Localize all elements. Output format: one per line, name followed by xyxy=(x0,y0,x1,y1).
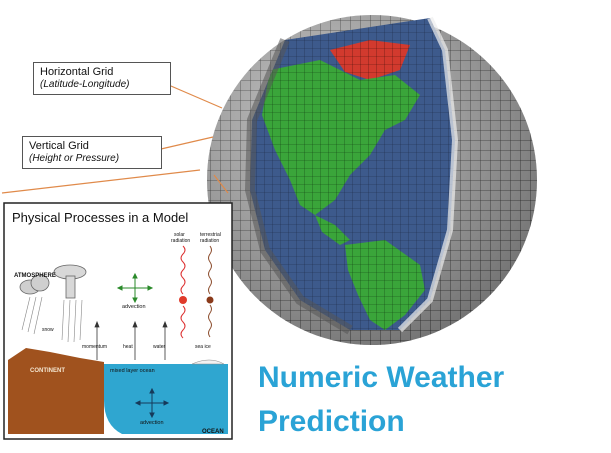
inset-leader-right xyxy=(213,174,229,194)
water-label: water xyxy=(153,344,166,350)
headline-line-1: Numeric Weather xyxy=(258,361,505,394)
cutaway-edge-left xyxy=(244,38,353,335)
surface-flux-arrows xyxy=(94,320,168,360)
terrestrial-label-2: radiation xyxy=(200,238,219,244)
mixed-layer-label: mixed layer ocean xyxy=(110,368,155,374)
terrestrial-radiation-wave xyxy=(208,245,212,295)
horizontal-grid-callout: Horizontal Grid (Latitude-Longitude) xyxy=(33,62,171,95)
solar-radiation-wave xyxy=(180,245,186,295)
vertical-grid-subtitle: (Height or Pressure) xyxy=(29,153,120,164)
solar-label-2: radiation xyxy=(171,238,190,244)
inset-leader-top xyxy=(1,169,201,194)
horizontal-grid-title: Horizontal Grid xyxy=(40,66,114,78)
snow-label: snow xyxy=(42,327,54,333)
sea-ice-shape xyxy=(191,359,225,365)
heat-label: heat xyxy=(123,344,133,350)
north-america xyxy=(262,60,420,215)
central-america xyxy=(315,215,350,245)
terrestrial-label-1: terrestrial xyxy=(200,232,221,238)
solar-sun-icon xyxy=(179,296,187,304)
cutaway-edge-right xyxy=(397,16,459,333)
ocean-advection-label: advection xyxy=(140,420,164,426)
continent-block xyxy=(8,348,104,434)
air-advection-arrows xyxy=(116,272,154,304)
continent-label: CONTINENT xyxy=(30,368,65,374)
physical-processes-inset: Physical Processes in a Model ATMOSPHERE… xyxy=(3,202,233,440)
thunderstorm-icon xyxy=(53,264,87,299)
vertical-grid-title: Vertical Grid xyxy=(29,140,89,152)
south-america xyxy=(345,240,425,330)
precipitation-icon xyxy=(21,296,83,343)
globe xyxy=(207,15,537,345)
ocean-advection-arrows xyxy=(134,387,170,419)
cloud-icon xyxy=(19,274,50,295)
inset-title: Physical Processes in a Model xyxy=(12,210,188,225)
air-advection-label: advection xyxy=(122,304,146,310)
momentum-label: momentum xyxy=(82,344,107,350)
solar-radiation-wave-lower xyxy=(180,305,186,339)
greenland-region xyxy=(330,40,410,80)
ocean-label: OCEAN xyxy=(202,429,224,435)
headline-line-2: Prediction xyxy=(258,405,405,438)
ocean-block xyxy=(104,364,228,434)
terrestrial-radiation-wave-lower xyxy=(208,304,212,338)
horizontal-grid-subtitle: (Latitude-Longitude) xyxy=(40,79,130,90)
headline: Numeric Weather Prediction xyxy=(258,356,504,444)
solar-label-1: solar xyxy=(174,232,185,238)
terrestrial-source-icon xyxy=(206,296,214,304)
sea-ice-label: sea ice xyxy=(195,344,211,350)
vertical-grid-callout: Vertical Grid (Height or Pressure) xyxy=(22,136,162,169)
atmosphere-label: ATMOSPHERE xyxy=(14,273,56,279)
